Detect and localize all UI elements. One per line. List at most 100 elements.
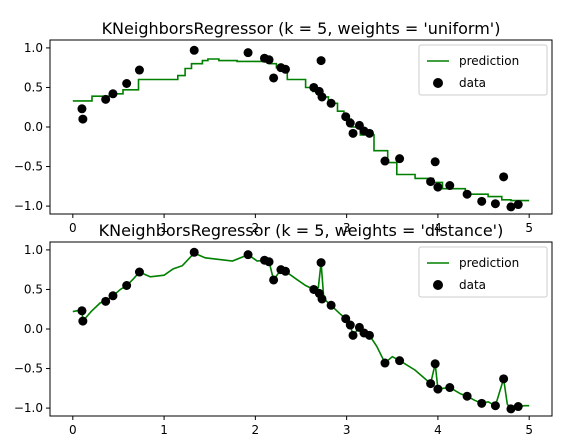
legend-label-data: data xyxy=(459,278,486,292)
data-point xyxy=(134,267,144,277)
chart-title-distance: KNeighborsRegressor (k = 5, weights = 'd… xyxy=(99,221,504,240)
y-tick-label: −0.5 xyxy=(14,362,43,376)
data-point xyxy=(433,182,443,192)
data-point xyxy=(364,128,374,138)
data-point xyxy=(269,275,279,285)
data-point xyxy=(499,172,509,182)
legend-distance: prediction data xyxy=(418,246,548,298)
x-tick-label: 3 xyxy=(343,221,351,235)
ticks-distance: 0 1 2 3 4 5 1.0 0.5 0.0 −0.5 −1.0 xyxy=(14,243,533,437)
data-point xyxy=(513,200,523,210)
axes-frame-distance xyxy=(49,241,553,417)
plot-area-uniform xyxy=(72,45,530,212)
data-point xyxy=(490,199,500,209)
data-point xyxy=(280,266,290,276)
legend-box-distance xyxy=(418,246,548,298)
data-point xyxy=(506,404,516,414)
data-point xyxy=(264,55,274,65)
data-point xyxy=(395,356,405,366)
plot-area-distance xyxy=(72,247,530,414)
legend-box-uniform xyxy=(418,44,548,96)
data-point xyxy=(243,250,253,260)
data-point xyxy=(78,316,88,326)
x-tick-label: 5 xyxy=(525,221,533,235)
data-point xyxy=(462,391,472,401)
y-tick-label: 0.0 xyxy=(24,322,43,336)
data-point xyxy=(316,56,326,66)
data-point xyxy=(364,330,374,340)
data-point xyxy=(430,157,440,167)
x-tick-label: 2 xyxy=(252,423,260,437)
y-tick-label: −1.0 xyxy=(14,401,43,415)
data-point xyxy=(445,181,455,191)
data-point xyxy=(430,359,440,369)
data-point xyxy=(395,154,405,164)
y-tick-label: 0.0 xyxy=(24,120,43,134)
data-point xyxy=(445,383,455,393)
data-point xyxy=(280,64,290,74)
data-point xyxy=(326,300,336,310)
y-tick-label: 0.5 xyxy=(24,282,43,296)
subplot-distance: 0 1 2 3 4 51.00.50.0−0.5−1.0 prediction data … xyxy=(14,221,553,437)
data-point xyxy=(317,92,327,102)
y-tick-label: 1.0 xyxy=(24,41,43,55)
data-point xyxy=(345,118,355,128)
x-tick-label: 5 xyxy=(525,423,533,437)
legend-dot-icon xyxy=(433,280,443,290)
x-tick-label: 4 xyxy=(434,221,442,235)
data-point xyxy=(243,48,253,58)
data-point xyxy=(433,384,443,394)
data-point xyxy=(506,202,516,212)
data-point xyxy=(341,314,351,324)
data-point xyxy=(380,358,390,368)
data-point xyxy=(134,65,144,75)
data-point xyxy=(122,281,132,290)
data-point xyxy=(341,112,351,122)
legend-dot-icon xyxy=(433,78,443,88)
y-tick-label: 1.0 xyxy=(24,243,43,257)
data-point xyxy=(326,98,336,108)
x-tick-label: 4 xyxy=(434,423,442,437)
x-tick-label: 2 xyxy=(252,221,260,235)
legend-label-prediction: prediction xyxy=(459,256,519,270)
data-point xyxy=(122,79,132,88)
legend-label-data: data xyxy=(459,76,486,90)
legend-label-prediction: prediction xyxy=(459,54,519,68)
x-tick-label: 1 xyxy=(160,221,168,235)
data-point xyxy=(348,330,358,340)
data-point xyxy=(477,196,487,206)
data-point xyxy=(77,104,87,114)
data-point xyxy=(264,257,274,267)
data-point xyxy=(101,296,111,306)
ticks-uniform: 0 1 2 3 4 5 1.0 0.5 0.0 −0.5 −1.0 xyxy=(14,41,533,235)
y-tick-label: −1.0 xyxy=(14,199,43,213)
data-point xyxy=(189,45,199,55)
data-point xyxy=(490,401,500,411)
data-point xyxy=(513,402,523,412)
x-tick-label: 1 xyxy=(160,423,168,437)
legend-uniform: prediction data xyxy=(418,44,548,96)
data-point xyxy=(380,156,390,166)
data-point xyxy=(78,114,88,124)
data-point xyxy=(462,189,472,199)
subplot-uniform: 0 1 2 3 4 51.00.50.0−0.5−1.0 prediction data … xyxy=(14,19,553,235)
data-point xyxy=(108,89,118,99)
data-point xyxy=(269,73,279,83)
data-point xyxy=(316,258,326,268)
data-point xyxy=(426,379,436,389)
x-tick-label: 0 xyxy=(69,221,77,235)
y-tick-label: −0.5 xyxy=(14,160,43,174)
data-point xyxy=(345,320,355,330)
data-point xyxy=(499,374,509,384)
data-point xyxy=(426,177,436,187)
data-point xyxy=(317,294,327,304)
data-point xyxy=(189,247,199,257)
axes-frame-uniform xyxy=(49,39,553,215)
data-point xyxy=(348,128,358,138)
data-point xyxy=(477,398,487,408)
data-point xyxy=(101,94,111,104)
chart-title-uniform: KNeighborsRegressor (k = 5, weights = 'u… xyxy=(102,19,501,38)
x-tick-label: 0 xyxy=(69,423,77,437)
data-point xyxy=(108,291,118,301)
